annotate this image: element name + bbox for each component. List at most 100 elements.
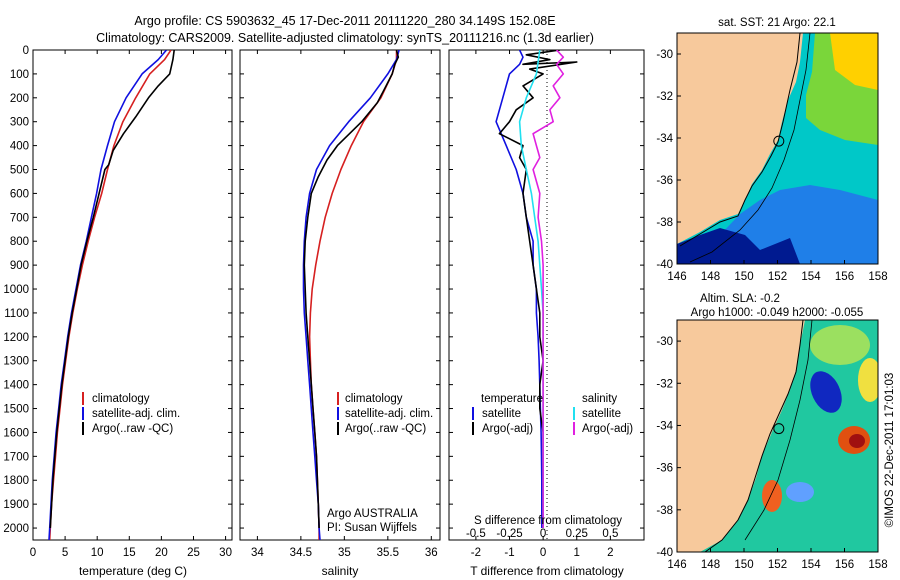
sst-map-field	[677, 33, 878, 264]
x-top-tick-label: -0.25	[496, 528, 522, 540]
x-tick-label: 5	[62, 547, 68, 559]
temperature-ticks: 0 100 200 300 400 500 600 700 800 900 1000 1100 1200…	[3, 45, 232, 559]
map-y-tick-label: -32	[656, 378, 673, 390]
salinity-panel: 34 34.5 35 35.5 36 salinity climatology sate…	[239, 49, 441, 578]
isobath	[689, 33, 811, 263]
x-top-tick-label: 0.25	[566, 528, 588, 540]
y-tick-label: 1200	[3, 332, 29, 344]
x-tick-label: 34	[251, 547, 264, 559]
y-tick-label: 1100	[4, 308, 29, 320]
map-y-tick-label: -38	[656, 217, 673, 229]
x-top-tick-label: 0	[540, 528, 546, 540]
x-tick-label: 1	[574, 547, 580, 559]
legend-label-climatology: climatology	[92, 393, 150, 405]
map-x-tick-label: 156	[835, 559, 854, 571]
map-x-tick-label: 146	[667, 271, 686, 283]
map-x-tick-label: 150	[734, 271, 753, 283]
legend-label-climatology: climatology	[345, 393, 403, 405]
temperature-xlabel: temperature (deg C)	[79, 564, 187, 578]
x-tick-label: -1	[504, 547, 514, 559]
legend-label-argo: Argo(..raw -QC)	[92, 423, 173, 435]
map-x-tick-label: 158	[868, 559, 887, 571]
map-x-tick-label: 148	[701, 559, 720, 571]
sla-map-ticks: 146 148 150 152 154 156 158 -30 -32 -34 -36 -38 -40	[656, 336, 887, 571]
difference-lines	[495, 50, 578, 528]
y-tick-label: 800	[10, 236, 29, 248]
argo-position-marker	[773, 135, 785, 147]
y-tick-label: 1800	[3, 475, 29, 487]
sla-anomaly-peak	[849, 434, 865, 448]
coastline	[679, 33, 801, 247]
y-tick-label: 100	[10, 69, 29, 81]
map-x-tick-label: 152	[768, 271, 787, 283]
map-y-tick-label: -34	[656, 133, 673, 145]
x-tick-label: 30	[219, 547, 232, 559]
legend-label-s-satellite: satellite	[582, 408, 621, 420]
y-tick-label: 1000	[3, 284, 29, 296]
map-x-tick-label: 156	[835, 271, 854, 283]
x-tick-label: 0	[540, 547, 546, 559]
y-tick-label: 200	[10, 93, 29, 105]
series-line-salinity-argo-adj	[532, 50, 565, 528]
map-x-tick-label: 154	[801, 271, 821, 283]
x-tick-label: 34.5	[290, 547, 312, 559]
y-tick-label: 700	[10, 212, 29, 224]
y-tick-label: 1600	[3, 427, 29, 439]
x-tick-label: 36	[425, 547, 438, 559]
y-tick-label: 500	[10, 165, 29, 177]
legend-header-salinity: salinity	[582, 393, 617, 405]
map-y-tick-label: -40	[656, 259, 673, 271]
x-tick-label: 20	[155, 547, 168, 559]
map-y-tick-label: -30	[656, 336, 673, 348]
x-top-tick-label: 0.5	[602, 528, 618, 540]
legend-label-satellite: satellite-adj. clim.	[92, 408, 180, 420]
map-x-tick-label: 154	[801, 559, 821, 571]
map-y-tick-label: -34	[656, 420, 673, 432]
difference-xlabel: T difference from climatology	[470, 564, 624, 578]
temperature-panel: 0 100 200 300 400 500 600 700 800 900 1000 1100 1200…	[3, 45, 233, 578]
y-tick-label: 1700	[3, 451, 29, 463]
map-y-tick-label: -32	[656, 91, 673, 103]
y-tick-label: 900	[10, 260, 29, 272]
x-tick-label: 15	[123, 547, 136, 559]
sst-warmest-region	[830, 33, 878, 90]
difference-panel: -2 -1 0 1 2 -0.5 -0.25 0 0.25 0.5 S difference fr…	[448, 49, 645, 578]
argo-program-note: Argo AUSTRALIA	[327, 508, 418, 520]
map-x-tick-label: 150	[734, 559, 753, 571]
sea-area	[700, 320, 878, 552]
x-tick-label: 25	[187, 547, 200, 559]
sst-map-ticks: 146 148 150 152 154 156 158 -30 -32 -34 -36 -38 -40	[656, 49, 887, 283]
y-tick-label: 300	[10, 117, 29, 129]
y-tick-label: 2000	[3, 523, 29, 535]
difference-top-xlabel: S difference from climatology	[474, 515, 622, 527]
argo-pi-note: PI: Susan Wijffels	[327, 522, 417, 534]
map-y-tick-label: -40	[656, 547, 673, 559]
map-x-tick-label: 152	[768, 559, 787, 571]
sst-map: sat. SST: 21 Argo: 22.1 146 148 150 152 154 1…	[656, 17, 887, 283]
x-tick-label: -2	[471, 547, 481, 559]
header-line-1: Argo profile: CS 5903632_45 17-Dec-2011 …	[134, 14, 555, 28]
y-tick-label: 1500	[3, 404, 29, 416]
y-tick-label: 600	[10, 188, 29, 200]
y-tick-label: 0	[23, 45, 29, 57]
sst-coldest-region	[677, 228, 800, 264]
y-tick-label: 1300	[3, 356, 29, 368]
salinity-xlabel: salinity	[322, 564, 359, 578]
difference-legend: temperature salinity satellite Argo(-adj…	[472, 393, 633, 435]
temperature-lines	[48, 50, 175, 540]
isobath	[744, 320, 813, 541]
legend-label-argo: Argo(..raw -QC)	[345, 423, 426, 435]
sla-map-title: Altim. SLA: -0.2	[700, 293, 780, 305]
sla-anomaly-positive	[810, 325, 870, 365]
salinity-ticks: 34 34.5 35 35.5 36	[240, 49, 440, 559]
header-line-2: Climatology: CARS2009. Satellite-adjuste…	[96, 31, 594, 45]
x-tick-label: 35.5	[377, 547, 399, 559]
x-top-tick-label: -0.5	[466, 528, 486, 540]
map-x-tick-label: 148	[701, 271, 720, 283]
sla-map-subtitle: Argo h1000: -0.049 h2000: -0.055	[691, 307, 864, 319]
map-y-tick-label: -36	[656, 175, 673, 187]
legend-label-s-argo: Argo(-adj)	[582, 423, 633, 435]
x-tick-label: 2	[607, 547, 613, 559]
y-tick-label: 400	[10, 141, 29, 153]
